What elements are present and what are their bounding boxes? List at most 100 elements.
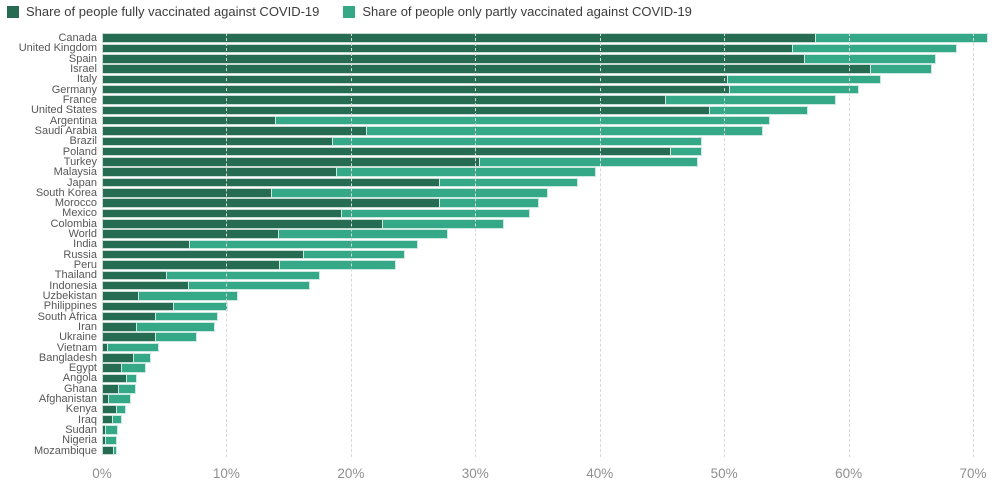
bar-partly-vaccinated[interactable] <box>135 322 216 332</box>
bar-partly-vaccinated[interactable] <box>118 384 136 394</box>
bar-rows: Canada United Kingdom Spain Israel Italy Germ… <box>0 33 1006 456</box>
bar-partly-vaccinated[interactable] <box>115 404 126 415</box>
bar-fully-vaccinated[interactable] <box>102 95 666 105</box>
bar-fully-vaccinated[interactable] <box>102 311 156 322</box>
bar-partly-vaccinated[interactable] <box>669 146 702 157</box>
bar-fully-vaccinated[interactable] <box>102 384 120 394</box>
country-label: Mexico <box>62 207 97 220</box>
bar-partly-vaccinated[interactable] <box>479 157 699 167</box>
bar-partly-vaccinated[interactable] <box>120 363 146 373</box>
bar-partly-vaccinated[interactable] <box>439 177 578 188</box>
bar-partly-vaccinated[interactable] <box>815 33 989 43</box>
bar-fully-vaccinated[interactable] <box>102 105 711 116</box>
bar-fully-vaccinated[interactable] <box>102 157 481 167</box>
bar-partly-vaccinated[interactable] <box>278 260 396 270</box>
bar-fully-vaccinated[interactable] <box>102 74 728 85</box>
bar-fully-vaccinated[interactable] <box>102 353 135 363</box>
bar-fully-vaccinated[interactable] <box>102 177 441 188</box>
bar-partly-vaccinated[interactable] <box>275 115 771 126</box>
legend-item-partly[interactable]: Share of people only partly vaccinated a… <box>343 4 692 19</box>
country-label: Russia <box>63 248 97 261</box>
bar-partly-vaccinated[interactable] <box>133 353 151 363</box>
country-label: Colombia <box>50 217 97 230</box>
bar-fully-vaccinated[interactable] <box>102 322 137 332</box>
legend-item-fully[interactable]: Share of people fully vaccinated against… <box>7 4 319 19</box>
bar-partly-vaccinated[interactable] <box>332 136 702 147</box>
bar-partly-vaccinated[interactable] <box>189 239 419 250</box>
bar-partly-vaccinated[interactable] <box>173 301 228 312</box>
bar-partly-vaccinated[interactable] <box>382 219 505 229</box>
bar-fully-vaccinated[interactable] <box>102 115 277 126</box>
bar-partly-vaccinated[interactable] <box>302 249 405 260</box>
bar-fully-vaccinated[interactable] <box>102 136 334 147</box>
bar-partly-vaccinated[interactable] <box>104 435 118 446</box>
bar-fully-vaccinated[interactable] <box>102 43 793 54</box>
bar-partly-vaccinated[interactable] <box>108 394 131 404</box>
bar-partly-vaccinated[interactable] <box>726 74 882 85</box>
bar-partly-vaccinated[interactable] <box>869 64 933 74</box>
bar-group <box>102 188 1006 198</box>
bar-partly-vaccinated[interactable] <box>664 95 837 105</box>
country-label: Mozambique <box>34 444 97 457</box>
bar-fully-vaccinated[interactable] <box>102 198 441 208</box>
bar-partly-vaccinated[interactable] <box>341 208 531 219</box>
country-label: Vietnam <box>56 341 97 354</box>
bar-fully-vaccinated[interactable] <box>102 219 384 229</box>
bar-partly-vaccinated[interactable] <box>804 54 936 64</box>
country-label: Ghana <box>63 382 97 395</box>
bar-fully-vaccinated[interactable] <box>102 363 122 373</box>
bar-fully-vaccinated[interactable] <box>102 301 175 312</box>
bar-group <box>102 291 1006 301</box>
bar-fully-vaccinated[interactable] <box>102 249 304 260</box>
bar-partly-vaccinated[interactable] <box>709 105 808 116</box>
bar-fully-vaccinated[interactable] <box>102 188 273 198</box>
bar-partly-vaccinated[interactable] <box>791 43 958 54</box>
chart-row: Turkey <box>0 156 1006 167</box>
bar-partly-vaccinated[interactable] <box>107 342 160 353</box>
bar-partly-vaccinated[interactable] <box>125 373 138 384</box>
bar-partly-vaccinated[interactable] <box>113 445 118 456</box>
bar-group <box>102 332 1006 342</box>
bar-partly-vaccinated[interactable] <box>366 126 763 136</box>
bar-partly-vaccinated[interactable] <box>154 311 218 322</box>
bar-group <box>102 229 1006 239</box>
bar-fully-vaccinated[interactable] <box>102 373 127 384</box>
legend: Share of people fully vaccinated against… <box>7 4 692 19</box>
bar-partly-vaccinated[interactable] <box>439 198 539 208</box>
bar-partly-vaccinated[interactable] <box>154 332 197 342</box>
bar-partly-vaccinated[interactable] <box>188 280 311 291</box>
bar-fully-vaccinated[interactable] <box>102 64 871 74</box>
bar-fully-vaccinated[interactable] <box>102 167 338 177</box>
bar-partly-vaccinated[interactable] <box>104 425 119 435</box>
bar-fully-vaccinated[interactable] <box>102 54 806 64</box>
bar-fully-vaccinated[interactable] <box>102 260 280 270</box>
bar-fully-vaccinated[interactable] <box>102 291 140 301</box>
chart-row: Nigeria <box>0 435 1006 446</box>
bar-group <box>102 435 1006 446</box>
bar-partly-vaccinated[interactable] <box>165 270 320 281</box>
country-label: Angola <box>62 372 97 385</box>
bar-group <box>102 33 1006 43</box>
bar-fully-vaccinated[interactable] <box>102 208 343 219</box>
x-axis-tick-label: 0% <box>92 466 112 481</box>
bar-partly-vaccinated[interactable] <box>336 167 597 177</box>
bar-fully-vaccinated[interactable] <box>102 332 156 342</box>
bar-fully-vaccinated[interactable] <box>102 280 190 291</box>
country-label: Iraq <box>78 413 97 426</box>
bar-fully-vaccinated[interactable] <box>102 229 279 239</box>
bar-fully-vaccinated[interactable] <box>102 84 731 95</box>
country-label: Brazil <box>69 135 97 148</box>
bar-partly-vaccinated[interactable] <box>138 291 238 301</box>
bar-partly-vaccinated[interactable] <box>277 229 449 239</box>
bar-partly-vaccinated[interactable] <box>112 414 123 425</box>
bar-fully-vaccinated[interactable] <box>102 270 167 281</box>
bar-fully-vaccinated[interactable] <box>102 126 368 136</box>
bar-partly-vaccinated[interactable] <box>271 188 548 198</box>
country-label: Bangladesh <box>38 351 97 364</box>
bar-fully-vaccinated[interactable] <box>102 146 671 157</box>
bar-fully-vaccinated[interactable] <box>102 33 817 43</box>
bar-partly-vaccinated[interactable] <box>729 84 859 95</box>
chart-row: Malaysia <box>0 167 1006 178</box>
bar-fully-vaccinated[interactable] <box>102 239 191 250</box>
bar-fully-vaccinated[interactable] <box>102 404 117 415</box>
